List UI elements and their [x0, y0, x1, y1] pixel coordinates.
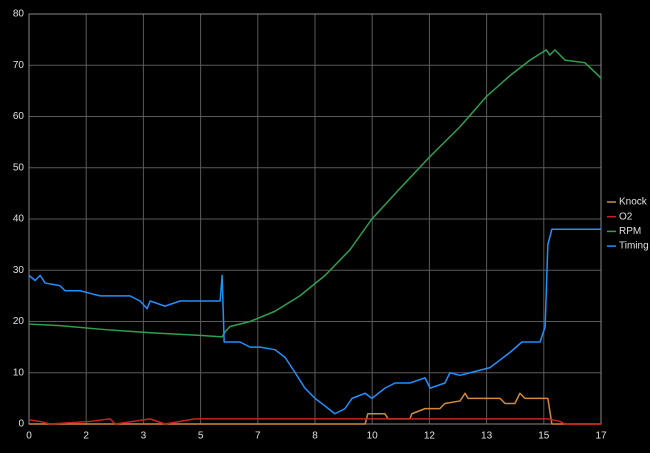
legend-label: RPM: [619, 226, 641, 237]
series-line: [29, 392, 601, 425]
y-tick-label: 20: [13, 316, 25, 327]
y-tick-label: 40: [13, 214, 25, 225]
series-line: [28, 418, 601, 425]
y-tick-label: 50: [13, 162, 25, 173]
x-tick-label: 3: [141, 431, 147, 442]
y-tick-label: 80: [13, 9, 25, 20]
y-tick-label: 60: [13, 111, 25, 122]
x-tick-label: 2: [83, 431, 89, 442]
x-tick-label: 0: [26, 431, 32, 442]
x-tick-label: 17: [595, 431, 607, 442]
y-tick-label: 10: [13, 367, 25, 378]
y-tick-label: 0: [18, 419, 24, 430]
legend-label: Knock: [619, 197, 648, 208]
x-tick-label: 15: [538, 431, 550, 442]
legend-label: Timing: [619, 241, 649, 252]
x-tick-label: 5: [198, 431, 204, 442]
x-tick-label: 8: [312, 431, 318, 442]
legend-label: O2: [619, 211, 633, 222]
x-tick-label: 12: [424, 431, 436, 442]
x-tick-label: 7: [255, 431, 261, 442]
y-tick-label: 70: [13, 60, 25, 71]
series-line: [28, 228, 601, 415]
series-line: [28, 49, 602, 338]
y-tick-label: 30: [13, 265, 25, 276]
x-tick-label: 13: [481, 431, 493, 442]
x-tick-label: 10: [367, 431, 379, 442]
